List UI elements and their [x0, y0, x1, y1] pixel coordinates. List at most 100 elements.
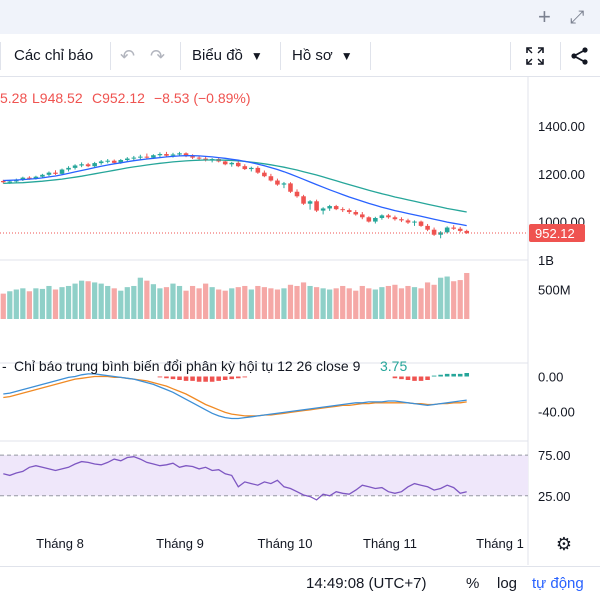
candle-body — [125, 158, 130, 160]
candle-body — [405, 220, 411, 223]
chart-type-menu[interactable]: Biểu đồ ▼ — [192, 36, 263, 76]
ohlc-low: L948.52 — [32, 90, 83, 106]
volume-bar — [268, 288, 274, 319]
plus-icon[interactable]: + — [538, 4, 551, 29]
profile-menu[interactable]: Hồ sơ ▼ — [292, 36, 353, 76]
volume-bar — [26, 291, 32, 319]
settings-gear-icon[interactable]: ⚙ — [556, 534, 572, 554]
volume-bar — [261, 287, 267, 319]
chart-area[interactable]: 1400.001200.001000.00952.121B500M0.00-40… — [0, 77, 600, 565]
volume-bar — [431, 284, 437, 319]
last-price-tag-label: 952.12 — [535, 226, 575, 241]
expand-arrows-icon[interactable]: ⤢ — [570, 7, 585, 27]
candle-body — [294, 191, 300, 197]
toolbar-separator — [180, 42, 181, 70]
auto-scale-toggle[interactable]: tự động — [532, 575, 584, 592]
fullscreen-icon[interactable] — [525, 36, 545, 76]
time-axis-tick: Tháng 9 — [156, 536, 204, 551]
volume-bar — [222, 290, 228, 319]
volume-bar — [398, 288, 405, 319]
candle-body — [72, 165, 78, 168]
candle-body — [464, 230, 470, 234]
volume-bar — [372, 289, 378, 319]
volume-bar — [163, 287, 170, 319]
candle-body — [92, 163, 97, 167]
volume-bar — [7, 291, 13, 319]
macd-histogram-bar — [164, 376, 169, 379]
candle-body — [275, 180, 280, 185]
volume-bar — [85, 281, 91, 319]
volume-bar — [189, 285, 196, 319]
macd-histogram-bar — [203, 376, 208, 382]
volume-bar — [118, 290, 124, 319]
volume-bar — [176, 285, 183, 319]
volume-bar — [124, 287, 130, 319]
share-icon[interactable] — [570, 36, 590, 76]
volume-bar — [203, 283, 209, 319]
volume-bar — [137, 277, 143, 319]
volume-bar — [300, 282, 307, 319]
redo-icon[interactable]: ↷ — [150, 46, 166, 66]
price-axis-tick: 1200.00 — [538, 167, 585, 182]
undo-icon[interactable]: ↶ — [120, 46, 136, 66]
volume-bar — [52, 289, 59, 319]
indicators-button[interactable]: Các chỉ báo — [14, 47, 94, 64]
candle-body — [118, 159, 124, 163]
volume-bar — [444, 276, 450, 319]
volume-bar — [78, 280, 85, 319]
status-bar: 14:49:08 (UTC+7) % log tự động — [0, 566, 600, 601]
time-axis-tick: Tháng 8 — [36, 536, 84, 551]
candle-body — [418, 221, 424, 226]
candle-body — [66, 167, 71, 170]
volume-bar — [385, 285, 392, 319]
candle-body — [183, 153, 189, 157]
candle-body — [386, 215, 391, 218]
candle-body — [53, 172, 58, 174]
volume-bar — [105, 285, 111, 319]
candle-body — [353, 212, 359, 215]
candle-body — [255, 167, 261, 173]
macd-histogram-bar — [412, 376, 417, 381]
time-axis-tick: Tháng 1 — [476, 536, 524, 551]
volume-bar — [464, 272, 470, 319]
candle-body — [333, 206, 339, 210]
macd-axis-tick: -40.00 — [538, 405, 575, 420]
candle-body — [151, 155, 156, 158]
chevron-down-icon: ▼ — [340, 49, 353, 63]
candle-body — [235, 162, 241, 167]
profile-label: Hồ sơ — [292, 47, 333, 64]
candle-body — [320, 208, 326, 211]
volume-bar — [313, 287, 320, 319]
volume-bar — [327, 289, 333, 319]
macd-histogram-bar — [216, 376, 221, 381]
candle-body — [301, 196, 306, 204]
macd-histogram-bar — [457, 373, 463, 377]
candle-body — [392, 217, 398, 220]
volume-bar — [72, 283, 78, 319]
volume-bar — [242, 285, 248, 319]
macd-histogram-bar — [392, 376, 398, 379]
volume-bar — [320, 288, 326, 319]
volume-bar — [366, 288, 372, 319]
candle-body — [379, 215, 385, 218]
rsi-axis-tick: 25.00 — [538, 489, 571, 504]
log-scale-toggle[interactable]: log — [497, 575, 518, 592]
macd-histogram-bar — [235, 376, 241, 379]
percent-scale-toggle[interactable]: % — [466, 575, 480, 592]
volume-bar — [333, 288, 339, 319]
macd-histogram-bar — [157, 376, 163, 378]
candle-body — [425, 225, 430, 230]
candle-body — [249, 167, 254, 170]
candle-body — [85, 164, 91, 167]
rsi-line — [3, 456, 467, 501]
volume-bar — [438, 277, 444, 319]
volume-bar — [39, 288, 46, 319]
volume-bar — [353, 290, 359, 319]
ma-slow-line — [3, 159, 467, 213]
candle-body — [346, 210, 352, 213]
candle-body — [33, 176, 39, 179]
volume-bar — [359, 285, 365, 319]
volume-bar — [59, 287, 65, 319]
volume-bar — [405, 285, 411, 319]
macd-axis-tick: 0.00 — [538, 370, 563, 385]
